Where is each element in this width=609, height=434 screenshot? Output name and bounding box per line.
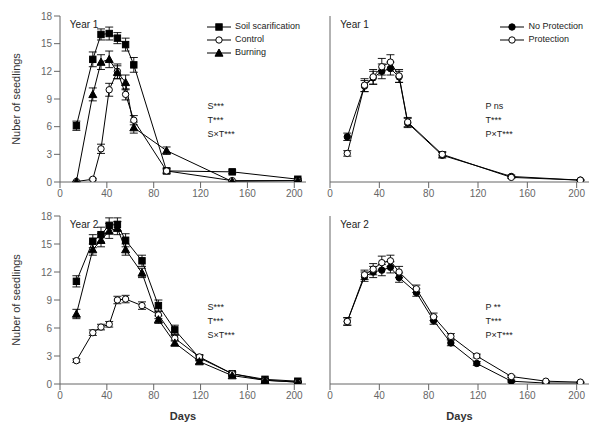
svg-text:0: 0: [46, 177, 52, 188]
svg-text:40: 40: [374, 390, 386, 401]
svg-text:Days: Days: [446, 410, 472, 422]
svg-text:160: 160: [239, 390, 256, 401]
html-text:Year 1: Year 1: [340, 19, 369, 30]
svg-text:120: 120: [192, 390, 209, 401]
html-text:Soil scarification: Soil scarification: [235, 21, 300, 31]
svg-text:18: 18: [41, 211, 53, 222]
html-text:S×T***: S×T***: [207, 129, 235, 139]
html-text:P ns: P ns: [485, 101, 504, 111]
svg-text:15: 15: [41, 38, 53, 49]
svg-text:12: 12: [41, 66, 53, 77]
svg-text:120: 120: [470, 188, 487, 199]
svg-text:40: 40: [101, 188, 113, 199]
svg-text:Nuber of seedlings: Nuber of seedlings: [10, 254, 22, 346]
svg-text:80: 80: [148, 390, 160, 401]
svg-text:160: 160: [239, 188, 256, 199]
svg-text:Nuber of seedlings: Nuber of seedlings: [10, 53, 22, 145]
svg-text:200: 200: [286, 390, 303, 401]
svg-text:0: 0: [57, 188, 63, 199]
svg-text:0: 0: [46, 379, 52, 390]
html-text:Year 1: Year 1: [69, 19, 99, 30]
svg-text:80: 80: [148, 188, 160, 199]
svg-text:9: 9: [46, 295, 52, 306]
svg-text:160: 160: [519, 390, 536, 401]
svg-text:0: 0: [57, 390, 63, 401]
html-text:Year 2: Year 2: [69, 219, 99, 230]
html-text:Year 2: Year 2: [340, 219, 369, 230]
html-text:P **: P **: [485, 302, 501, 312]
svg-text:200: 200: [568, 188, 585, 199]
svg-text:6: 6: [46, 323, 52, 334]
svg-text:15: 15: [41, 239, 53, 250]
svg-text:3: 3: [46, 149, 52, 160]
html-text:S***: S***: [207, 101, 225, 111]
svg-text:80: 80: [423, 188, 435, 199]
html-text:S×T***: S×T***: [207, 330, 235, 340]
svg-text:0: 0: [327, 390, 333, 401]
svg-text:200: 200: [568, 390, 585, 401]
svg-text:Days: Days: [170, 410, 196, 422]
svg-text:120: 120: [192, 188, 209, 199]
html-text:T***: T***: [207, 115, 224, 125]
svg-text:40: 40: [374, 188, 386, 199]
svg-text:18: 18: [41, 11, 53, 22]
html-text:T***: T***: [207, 316, 224, 326]
svg-text:120: 120: [470, 390, 487, 401]
html-text:T***: T***: [485, 115, 502, 125]
html-text:No Protection: No Protection: [528, 21, 583, 31]
html-text:T***: T***: [485, 316, 502, 326]
svg-text:200: 200: [286, 188, 303, 199]
svg-text:6: 6: [46, 121, 52, 132]
svg-text:40: 40: [101, 390, 113, 401]
svg-text:80: 80: [423, 390, 435, 401]
svg-text:0: 0: [327, 188, 333, 199]
html-text:Protection: Protection: [528, 34, 569, 44]
svg-text:9: 9: [46, 94, 52, 105]
html-text:Burning: Burning: [235, 47, 266, 57]
html-text:P×T***: P×T***: [485, 129, 513, 139]
html-text:S***: S***: [207, 302, 225, 312]
svg-text:12: 12: [41, 267, 53, 278]
html-text:P×T***: P×T***: [485, 330, 513, 340]
svg-text:3: 3: [46, 351, 52, 362]
html-text:Control: Control: [235, 34, 264, 44]
svg-text:160: 160: [519, 188, 536, 199]
